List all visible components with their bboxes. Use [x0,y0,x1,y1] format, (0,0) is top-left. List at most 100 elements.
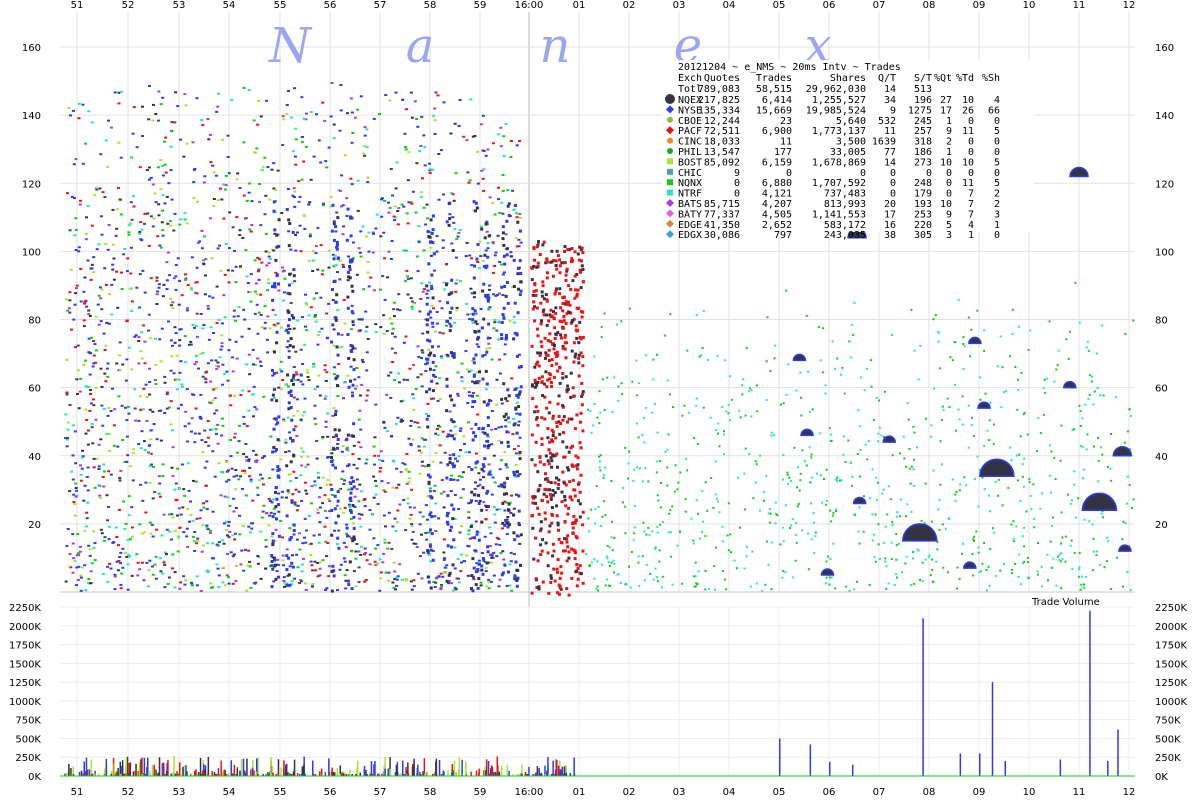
quote-mark [366,338,370,340]
quote-mark [326,412,330,415]
quote-mark [579,337,583,341]
quote-mark [353,495,357,498]
quote-mark [187,422,191,425]
quote-mark [482,168,486,171]
quote-mark [409,277,413,280]
quote-mark [192,196,196,199]
quote-mark [76,533,80,536]
quote-mark [348,560,352,564]
quote-mark [259,360,262,363]
quote-mark [317,541,321,544]
quote-mark [513,331,517,335]
quote-mark [79,377,83,380]
quote-mark [120,404,124,407]
quote-mark [130,368,134,371]
quote-mark [449,191,453,194]
quote-mark [287,407,291,411]
quote-mark [518,229,522,233]
quote-mark [304,302,308,305]
quote-mark [226,134,230,137]
trade-mark [789,480,792,482]
quote-mark [507,421,511,424]
quote-mark [220,434,224,437]
quote-mark [531,293,535,297]
quote-mark [474,481,477,484]
trade-mark [649,572,652,575]
quote-mark [238,424,241,427]
trade-mark [704,535,707,537]
quote-mark [267,251,271,254]
quote-mark [475,533,479,536]
quote-mark [178,371,182,374]
quote-mark [277,282,280,286]
quote-mark [458,429,462,432]
trade-mark [882,488,885,491]
quote-mark [457,581,461,584]
quote-mark [195,312,199,315]
quote-scatter-cloud [64,82,1135,597]
quote-mark [267,262,271,265]
quote-mark [425,538,429,541]
quote-mark [505,253,509,257]
trade-mark [1088,520,1091,523]
trade-mark [903,457,906,460]
quote-mark [289,248,293,251]
trade-mark [707,359,710,361]
trade-mark [661,575,664,578]
quote-mark [90,422,94,425]
quote-mark [480,552,484,554]
quote-mark [112,257,116,260]
trade-mark [811,476,814,479]
quote-mark [579,411,583,415]
quote-mark [245,589,249,592]
quote-mark [574,352,578,356]
trade-mark [643,416,646,419]
quote-mark [112,444,116,447]
quote-mark [113,408,117,411]
quote-mark [317,533,321,536]
quote-mark [443,451,447,454]
quote-mark [544,370,548,374]
quote-mark [115,362,119,365]
quote-mark [445,384,449,388]
quote-mark [542,313,546,317]
quote-mark [573,551,577,555]
quote-mark [205,460,209,463]
quote-mark [493,321,497,324]
quote-mark [517,453,521,456]
volume-bar [217,768,220,776]
quote-mark [531,526,535,530]
trade-mark [868,584,871,586]
quote-mark [556,331,560,335]
quote-mark [488,545,492,548]
quote-mark [337,488,341,491]
quote-mark [201,375,205,378]
quote-mark [330,456,333,459]
quote-mark [430,515,434,519]
quote-mark [549,497,553,501]
quote-mark [420,577,424,580]
trade-mark [825,560,828,563]
trade-mark [988,439,991,442]
quote-mark [351,312,355,315]
quote-mark [534,362,538,366]
quote-mark [429,495,433,499]
quote-mark [425,292,429,295]
trade-mark [895,533,898,535]
trade-mark [884,525,887,528]
quote-mark [137,340,141,342]
quote-mark [410,300,414,303]
quote-mark [565,540,569,544]
quote-mark [543,517,547,521]
quote-mark [428,353,432,357]
quote-mark [450,418,453,422]
quote-mark [163,381,167,384]
trade-mark [1036,450,1039,453]
quote-mark [394,576,398,579]
quote-mark [140,228,144,231]
quote-mark [551,513,554,517]
quote-mark [195,335,199,338]
quote-mark [481,572,485,576]
quote-mark [533,365,537,369]
quote-mark [336,514,340,518]
